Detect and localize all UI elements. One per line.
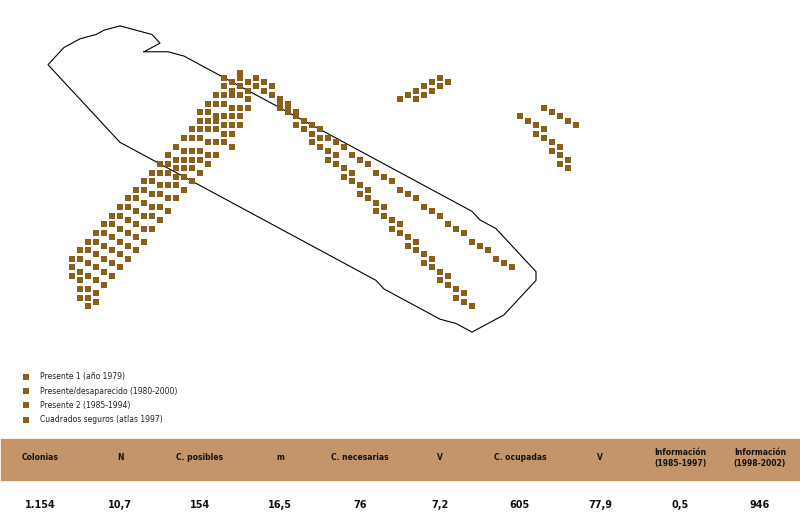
Text: 1.154: 1.154 <box>25 500 55 510</box>
Text: C. posibles: C. posibles <box>177 453 223 462</box>
Text: 946: 946 <box>750 500 770 510</box>
Text: Cuadrados seguros (atlas 1997): Cuadrados seguros (atlas 1997) <box>40 415 162 424</box>
Text: 7,2: 7,2 <box>431 500 449 510</box>
Text: m: m <box>276 453 284 462</box>
Text: C. ocupadas: C. ocupadas <box>494 453 546 462</box>
Text: N: N <box>117 453 123 462</box>
Text: V: V <box>597 453 603 462</box>
Text: Información
(1985-1997): Información (1985-1997) <box>654 448 706 468</box>
Bar <box>0 438 800 481</box>
Text: 0,5: 0,5 <box>671 500 689 510</box>
Text: Información
(1998-2002): Información (1998-2002) <box>734 448 786 468</box>
Text: 16,5: 16,5 <box>268 500 292 510</box>
Text: Presente/desaparecido (1980-2000): Presente/desaparecido (1980-2000) <box>40 387 178 396</box>
Text: V: V <box>437 453 443 462</box>
Text: 605: 605 <box>510 500 530 510</box>
Text: 10,7: 10,7 <box>108 500 132 510</box>
Text: C. necesarias: C. necesarias <box>331 453 389 462</box>
Text: Colonias: Colonias <box>22 453 58 462</box>
Text: 76: 76 <box>354 500 366 510</box>
Text: Presente 2 (1985-1994): Presente 2 (1985-1994) <box>40 401 130 410</box>
Text: 77,9: 77,9 <box>588 500 612 510</box>
Text: 154: 154 <box>190 500 210 510</box>
Text: Presente 1 (año 1979): Presente 1 (año 1979) <box>40 372 125 381</box>
